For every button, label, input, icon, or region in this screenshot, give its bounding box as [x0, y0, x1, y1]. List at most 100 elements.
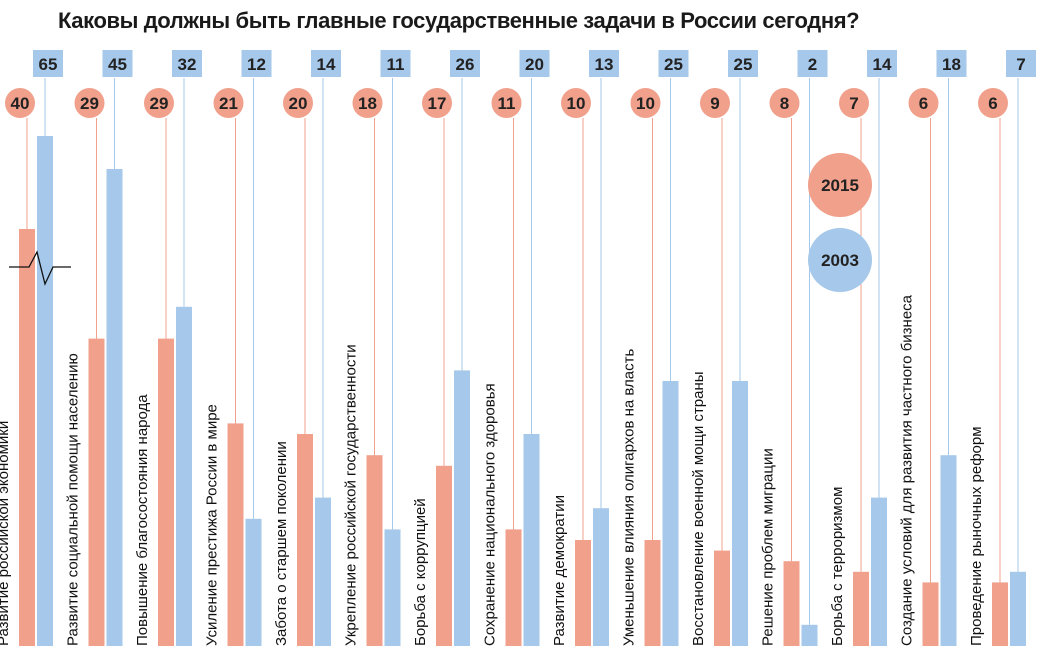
- value-circle-2015: [74, 88, 105, 118]
- value-box-2003: [519, 50, 550, 77]
- value-label-2003: 13: [595, 55, 614, 74]
- value-box-2003: [797, 50, 828, 77]
- bar-2015: [505, 529, 522, 646]
- value-label-2003: 14: [317, 55, 336, 74]
- value-label-2003: 18: [942, 55, 961, 74]
- value-label-2015: 6: [919, 94, 928, 113]
- value-label-2003: 11: [387, 55, 405, 74]
- category-label: Усиление престижа России в мире: [204, 404, 221, 646]
- value-circle-2015: [561, 88, 591, 118]
- value-box-2003: [589, 50, 619, 77]
- value-label-2015: 7: [849, 94, 858, 113]
- value-box-2003: [380, 50, 411, 77]
- bar-2015: [366, 455, 383, 646]
- category-label: Развитие демократии: [551, 495, 568, 646]
- legend-2015-label: 2015: [821, 176, 859, 195]
- value-label-2003: 25: [664, 55, 683, 74]
- bar-2003: [593, 508, 609, 646]
- category-label: Восстановление военной мощи страны: [690, 371, 707, 646]
- value-label-2015: 18: [358, 94, 377, 113]
- bar-2015: [227, 423, 244, 646]
- value-circle-2015: [491, 88, 522, 118]
- bar-2015: [436, 465, 452, 646]
- legend: 2015 2003: [808, 153, 872, 292]
- value-box-2003: [102, 50, 133, 77]
- value-box-2003: [728, 50, 758, 77]
- value-label-2015: 40: [11, 94, 30, 113]
- category-label: Развитие социальной помощи населению: [65, 353, 82, 646]
- value-label-2015: 17: [428, 94, 447, 113]
- value-circle-2015: [769, 88, 800, 118]
- bar-2015: [19, 229, 35, 646]
- bar-2015: [714, 550, 730, 646]
- value-label-2003: 7: [1016, 55, 1025, 74]
- value-label-2015: 29: [150, 94, 169, 113]
- axis-break-marker: [9, 250, 71, 286]
- value-circle-2015: [630, 88, 661, 118]
- value-box-2003: [1006, 50, 1036, 77]
- legend-2003-swatch: [808, 228, 872, 292]
- value-circle-2015: [978, 88, 1008, 118]
- value-label-2003: 45: [108, 55, 127, 74]
- bar-2003: [1010, 571, 1026, 646]
- value-circle-2015: [908, 88, 939, 118]
- bar-2003: [732, 381, 748, 646]
- category-label: Повышение благосостояния народа: [134, 394, 151, 646]
- category-label: Борьба с коррупцией: [412, 498, 429, 646]
- value-circle-2015: [422, 88, 452, 118]
- bar-2003: [523, 434, 540, 646]
- value-label-2015: 29: [80, 94, 99, 113]
- bar-2015: [992, 582, 1008, 646]
- bar-2003: [801, 624, 818, 646]
- bar-2003: [176, 306, 192, 646]
- category-label: Сохранение национального здоровья: [482, 383, 499, 646]
- value-label-2003: 20: [525, 55, 544, 74]
- bar-2015: [853, 571, 869, 646]
- value-circle-2015: [352, 88, 383, 118]
- bar-2003: [315, 497, 331, 646]
- category-label: Борьба с терроризмом: [829, 487, 846, 646]
- legend-2003-label: 2003: [821, 251, 859, 270]
- category-label: Проведение рыночных реформ: [968, 426, 985, 646]
- category-label: Создание условий для развития частного б…: [899, 294, 916, 646]
- value-label-2015: 21: [219, 94, 238, 113]
- bar-2003: [106, 169, 123, 646]
- bar-2015: [297, 434, 313, 646]
- value-label-2003: 2: [808, 55, 817, 74]
- bar-2015: [783, 561, 800, 646]
- bar-2003: [384, 529, 401, 646]
- value-label-2003: 14: [873, 55, 892, 74]
- category-label: Укрепление российской государственности: [343, 344, 360, 646]
- bar-2015: [575, 540, 591, 646]
- value-label-2015: 6: [988, 94, 997, 113]
- value-label-2003: 25: [734, 55, 753, 74]
- value-label-2015: 11: [498, 94, 516, 113]
- bar-2003: [871, 497, 887, 646]
- value-label-2015: 8: [780, 94, 789, 113]
- value-label-2015: 10: [567, 94, 586, 113]
- value-box-2003: [241, 50, 272, 77]
- value-label-2003: 32: [178, 55, 197, 74]
- value-box-2003: [658, 50, 689, 77]
- value-circle-2015: [283, 88, 313, 118]
- value-circle-2015: [700, 88, 730, 118]
- value-label-2015: 20: [289, 94, 308, 113]
- value-box-2003: [450, 50, 480, 77]
- bar-2015: [88, 338, 105, 646]
- value-label-2003: 26: [456, 55, 475, 74]
- value-box-2003: [936, 50, 967, 77]
- category-label: Решение проблем миграции: [760, 448, 777, 646]
- category-label: Уменьшение влияния олигархов на власть: [621, 349, 638, 646]
- bar-2003: [245, 518, 262, 646]
- value-circle-2015: [5, 88, 35, 118]
- value-label-2015: 10: [636, 94, 655, 113]
- value-circle-2015: [144, 88, 174, 118]
- value-circle-2015: [213, 88, 244, 118]
- category-label: Развитие российской экономики: [0, 421, 12, 646]
- bar-2015: [644, 540, 661, 646]
- bar-2003: [37, 136, 53, 646]
- value-box-2003: [867, 50, 897, 77]
- value-circle-2015: [839, 88, 869, 118]
